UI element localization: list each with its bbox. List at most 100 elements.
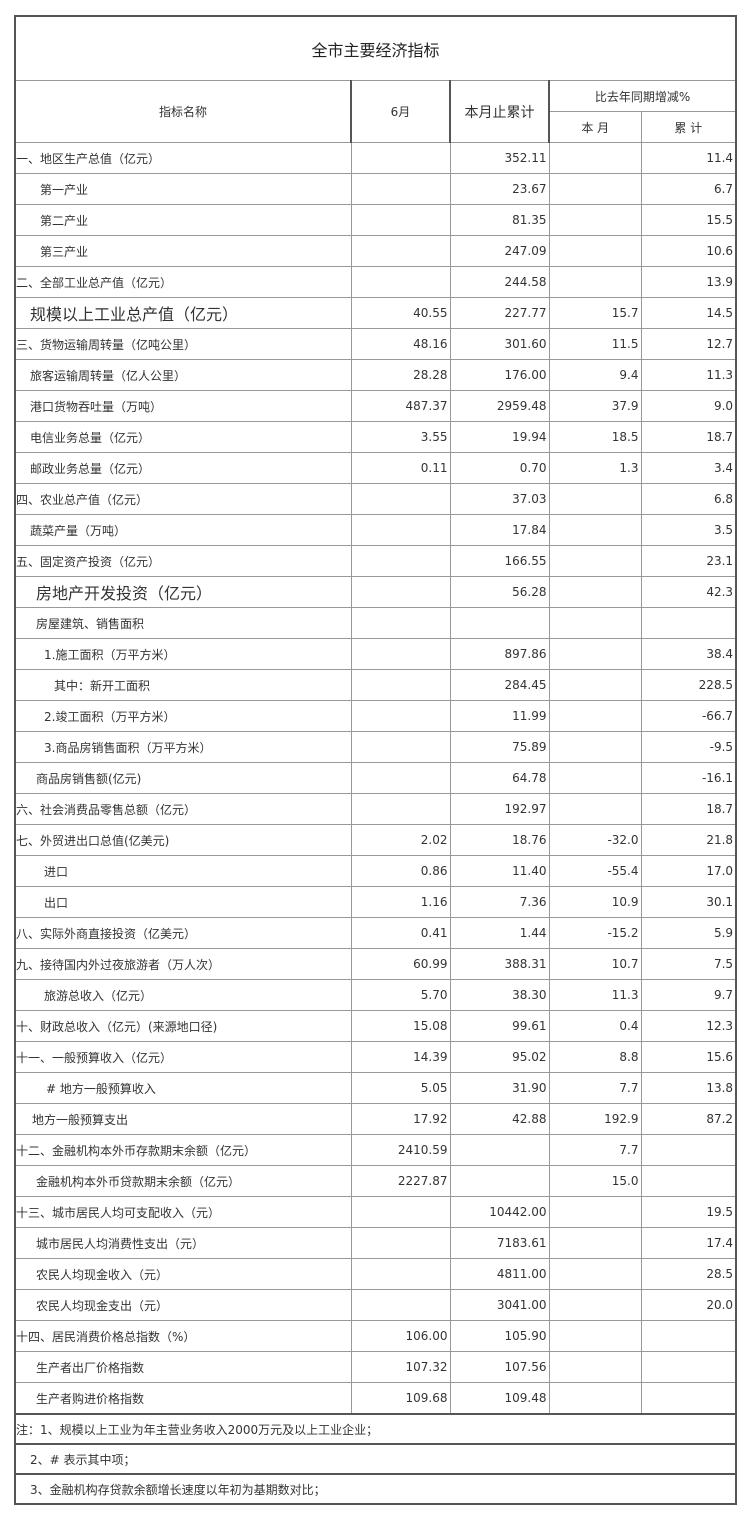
yoy-cumulative-value: [640, 1320, 737, 1352]
table-row: 一、地区生产总值（亿元） 352.11 11.4: [14, 142, 737, 174]
indicator-name: 十四、居民消费价格总指数（%）: [14, 1320, 352, 1352]
indicator-name: # 地方一般预算收入: [14, 1072, 352, 1104]
indicator-name: 九、接待国内外过夜旅游者（万人次）: [14, 948, 352, 980]
yoy-cumulative-value: [640, 607, 737, 639]
yoy-cumulative-value: 3.4: [640, 452, 737, 484]
table-row: # 地方一般预算收入 5.05 31.90 7.7 13.8: [14, 1072, 737, 1104]
yoy-cumulative-value: -66.7: [640, 700, 737, 732]
yoy-month-value: [548, 204, 642, 236]
table-row: 1.施工面积（万平方米） 897.86 38.4: [14, 638, 737, 670]
table-row: 八、实际外商直接投资（亿美元） 0.41 1.44 -15.2 5.9: [14, 917, 737, 949]
yoy-cumulative-value: 10.6: [640, 235, 737, 267]
indicator-name: 其中：新开工面积: [14, 669, 352, 701]
table-row: 旅客运输周转量（亿人公里） 28.28 176.00 9.4 11.3: [14, 359, 737, 391]
indicator-name: 1.施工面积（万平方米）: [14, 638, 352, 670]
yoy-cumulative-value: 12.3: [640, 1010, 737, 1042]
yoy-month-value: [548, 607, 642, 639]
month-value: [350, 173, 451, 205]
table-row: 十四、居民消费价格总指数（%） 106.00 105.90: [14, 1320, 737, 1352]
yoy-cumulative-value: 11.3: [640, 359, 737, 391]
table-row: 金融机构本外币贷款期末余额（亿元） 2227.87 15.0: [14, 1165, 737, 1197]
yoy-month-value: 7.7: [548, 1134, 642, 1166]
month-value: 487.37: [350, 390, 451, 422]
table-row: 生产者出厂价格指数 107.32 107.56: [14, 1351, 737, 1383]
month-value: [350, 607, 451, 639]
cumulative-value: 64.78: [449, 762, 550, 794]
indicator-name: 五、固定资产投资（亿元）: [14, 545, 352, 577]
table-row: 商品房销售额(亿元) 64.78 -16.1: [14, 762, 737, 794]
indicator-name: 八、实际外商直接投资（亿美元）: [14, 917, 352, 949]
month-value: [350, 142, 451, 174]
cumulative-value: [449, 607, 550, 639]
cumulative-value: 2959.48: [449, 390, 550, 422]
month-value: [350, 1258, 451, 1290]
note-text: 注：1、规模以上工业为年主营业务收入2000万元及以上工业企业；: [13, 1413, 738, 1445]
yoy-month-value: 8.8: [548, 1041, 642, 1073]
indicator-name: 六、社会消费品零售总额（亿元）: [14, 793, 352, 825]
yoy-month-value: 11.5: [548, 328, 642, 360]
yoy-month-value: 15.7: [548, 297, 642, 329]
yoy-month-value: 1.3: [548, 452, 642, 484]
indicator-name: 二、全部工业总产值（亿元）: [14, 266, 352, 298]
month-value: 2227.87: [350, 1165, 451, 1197]
table-row: 地方一般预算支出 17.92 42.88 192.9 87.2: [14, 1103, 737, 1135]
yoy-month-value: 9.4: [548, 359, 642, 391]
yoy-cumulative-value: 9.0: [640, 390, 737, 422]
indicator-name: 旅游总收入（亿元）: [14, 979, 352, 1011]
yoy-cumulative-value: -9.5: [640, 731, 737, 763]
table-row: 九、接待国内外过夜旅游者（万人次） 60.99 388.31 10.7 7.5: [14, 948, 737, 980]
month-value: 2.02: [350, 824, 451, 856]
note-text: 2、# 表示其中项；: [13, 1443, 738, 1475]
yoy-cumulative-value: [640, 1165, 737, 1197]
yoy-cumulative-value: 30.1: [640, 886, 737, 918]
yoy-cumulative-value: 42.3: [640, 576, 737, 608]
indicator-name: 一、地区生产总值（亿元）: [14, 142, 352, 174]
month-value: 109.68: [350, 1382, 451, 1415]
indicator-name: 出口: [14, 886, 352, 918]
cumulative-value: 7183.61: [449, 1227, 550, 1259]
cumulative-value: 0.70: [449, 452, 550, 484]
month-value: [350, 1227, 451, 1259]
month-value: [350, 204, 451, 236]
month-value: 107.32: [350, 1351, 451, 1383]
month-value: 2410.59: [350, 1134, 451, 1166]
yoy-month-value: 0.4: [548, 1010, 642, 1042]
table-row: 十三、城市居民人均可支配收入（元） 10442.00 19.5: [14, 1196, 737, 1228]
cumulative-value: 75.89: [449, 731, 550, 763]
month-value: 0.41: [350, 917, 451, 949]
indicator-name: 第一产业: [14, 173, 352, 205]
month-value: 3.55: [350, 421, 451, 453]
cumulative-value: 176.00: [449, 359, 550, 391]
yoy-cumulative-value: 228.5: [640, 669, 737, 701]
table-row: 房屋建筑、销售面积: [14, 607, 737, 639]
month-value: [350, 638, 451, 670]
table-row: 二、全部工业总产值（亿元） 244.58 13.9: [14, 266, 737, 298]
cumulative-value: 897.86: [449, 638, 550, 670]
yoy-cumulative-value: 7.5: [640, 948, 737, 980]
month-value: [350, 514, 451, 546]
table-row: 十二、金融机构本外币存款期末余额（亿元） 2410.59 7.7: [14, 1134, 737, 1166]
cumulative-value: 38.30: [449, 979, 550, 1011]
month-value: [350, 483, 451, 515]
yoy-month-value: [548, 514, 642, 546]
table-row: 四、农业总产值（亿元） 37.03 6.8: [14, 483, 737, 515]
indicator-name: 三、货物运输周转量（亿吨公里）: [14, 328, 352, 360]
header-indicator-name: 指标名称: [14, 80, 352, 143]
yoy-month-value: -55.4: [548, 855, 642, 887]
header-yoy: 比去年同期增减%: [548, 80, 737, 112]
yoy-month-value: [548, 731, 642, 763]
table-row: 生产者购进价格指数 109.68 109.48: [14, 1382, 737, 1415]
yoy-month-value: [548, 793, 642, 825]
cumulative-value: 4811.00: [449, 1258, 550, 1290]
table-row: 第二产业 81.35 15.5: [14, 204, 737, 236]
month-value: [350, 700, 451, 732]
note-row: 注：1、规模以上工业为年主营业务收入2000万元及以上工业企业；: [13, 1413, 738, 1445]
cumulative-value: 166.55: [449, 545, 550, 577]
month-value: [350, 762, 451, 794]
table-row: 房地产开发投资（亿元） 56.28 42.3: [14, 576, 737, 608]
header-yoy-month: 本 月: [548, 111, 642, 143]
yoy-cumulative-value: 21.8: [640, 824, 737, 856]
table-row: 邮政业务总量（亿元） 0.11 0.70 1.3 3.4: [14, 452, 737, 484]
table-row: 3.商品房销售面积（万平方米） 75.89 -9.5: [14, 731, 737, 763]
yoy-cumulative-value: -16.1: [640, 762, 737, 794]
